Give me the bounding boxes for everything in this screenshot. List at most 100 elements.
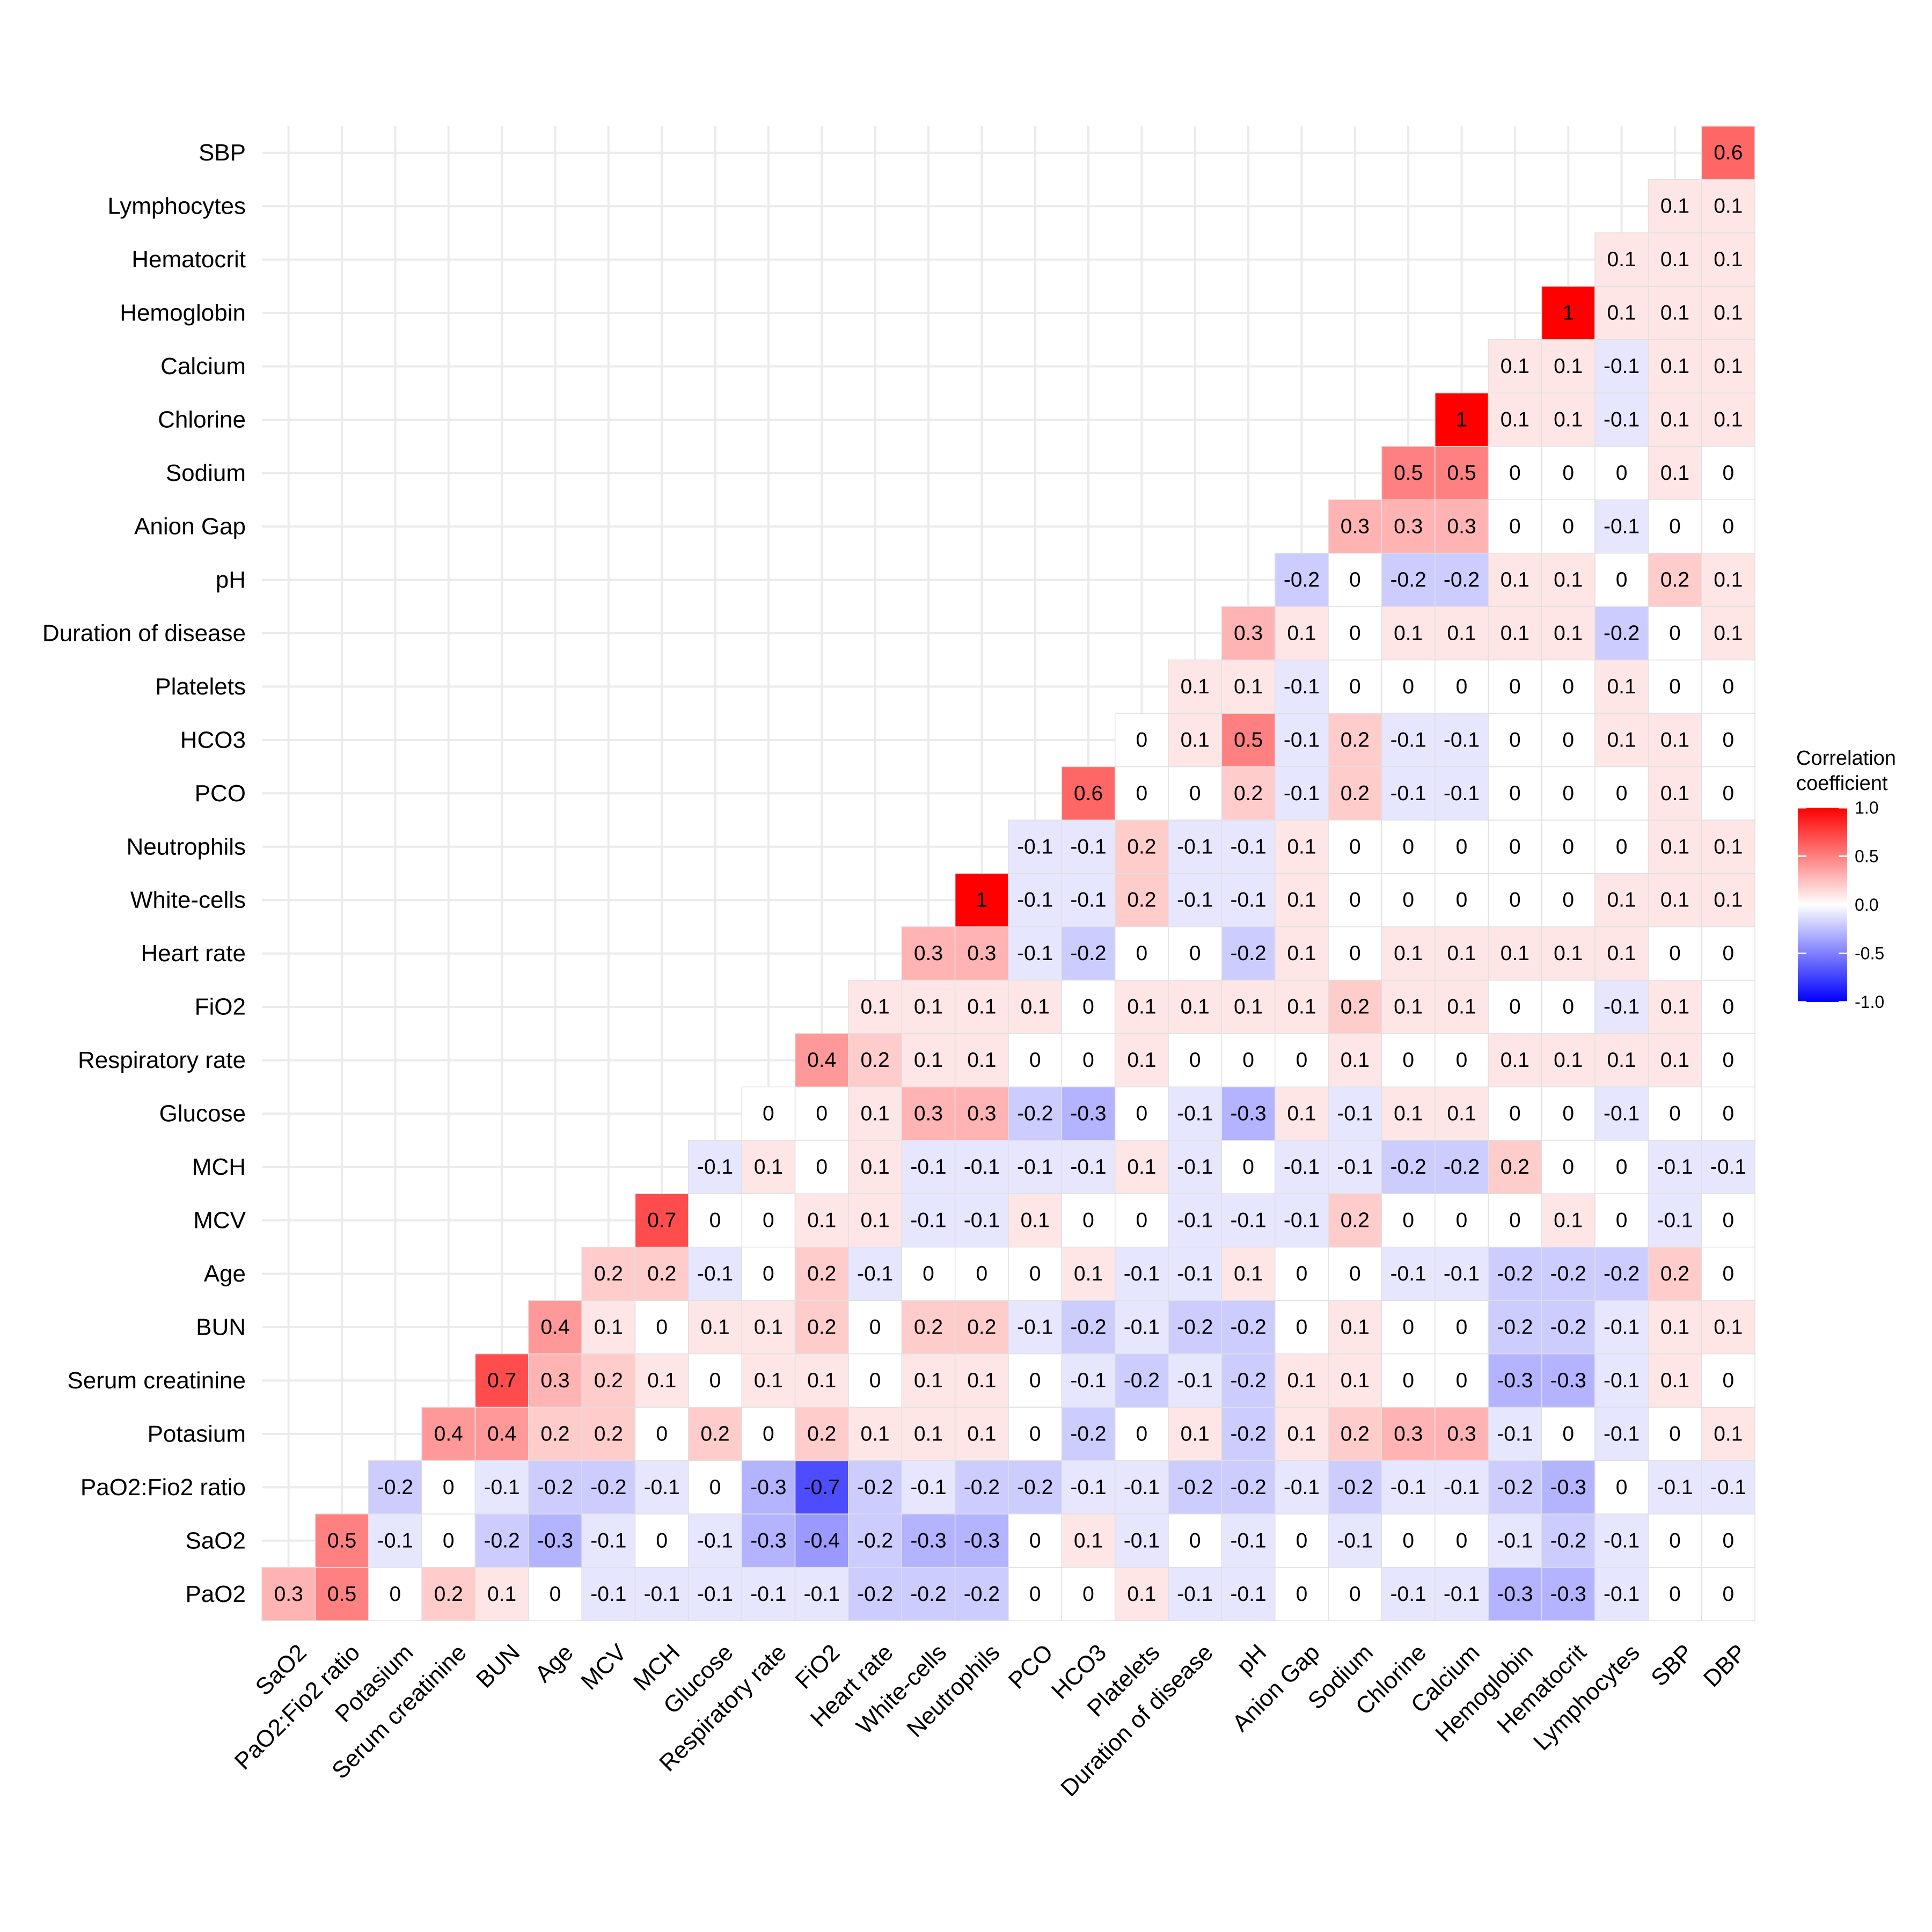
- y-tick-label: MCV: [193, 1208, 246, 1234]
- heatmap-cell: [901, 1407, 956, 1461]
- cell-value-label: -0.1: [1177, 1583, 1213, 1606]
- heatmap-cell: [1594, 1567, 1649, 1621]
- heatmap-cell: [1541, 1086, 1596, 1141]
- cell-value-label: -0.2: [1231, 942, 1267, 965]
- cell-value-label: -0.1: [857, 1262, 893, 1285]
- cell-value-label: -0.2: [484, 1529, 520, 1552]
- heatmap-cell: [1275, 819, 1329, 874]
- heatmap-cell: [1061, 1140, 1116, 1195]
- heatmap-cell: [1328, 766, 1382, 821]
- cell-value-label: -0.1: [1497, 1529, 1533, 1552]
- legend-tick-label: -1.0: [1855, 992, 1884, 1012]
- cell-value-label: 0.1: [700, 1315, 729, 1338]
- heatmap-cell: [954, 1353, 1009, 1408]
- cell-value-label: 0.1: [1127, 1155, 1156, 1179]
- cell-value-label: 0: [550, 1583, 561, 1606]
- cell-value-label: 0.2: [594, 1422, 623, 1445]
- cell-value-label: -0.1: [1177, 1102, 1213, 1125]
- cell-value-label: 0.1: [1714, 248, 1743, 271]
- y-tick-label: Anion Gap: [134, 513, 246, 539]
- cell-value-label: 0: [1029, 1583, 1041, 1606]
- cell-value-label: -0.2: [1550, 1262, 1586, 1285]
- cell-value-label: 0.1: [860, 1422, 889, 1445]
- cell-value-label: 0.1: [1341, 1315, 1370, 1338]
- heatmap-cell: [528, 1407, 582, 1461]
- cell-value-label: 0: [1349, 1262, 1361, 1285]
- heatmap-cell: [1275, 659, 1329, 714]
- heatmap-cell: [1541, 1140, 1596, 1195]
- heatmap-cell: [1541, 286, 1596, 340]
- cell-value-label: 0: [709, 1209, 721, 1232]
- heatmap-cell: [1435, 873, 1489, 927]
- y-tick-label: Hematocrit: [131, 246, 246, 273]
- cell-value-label: 0.5: [1447, 462, 1476, 485]
- heatmap-cell: [1701, 1353, 1755, 1408]
- cell-value-label: 0: [1082, 1583, 1094, 1606]
- legend-tick-label: -0.5: [1855, 944, 1884, 963]
- cell-value-label: 0.1: [1660, 408, 1689, 431]
- heatmap-cell: [1061, 1300, 1116, 1355]
- heatmap-cell: [1701, 1247, 1755, 1301]
- heatmap-cell: [848, 1140, 903, 1195]
- cell-value-label: 0: [1349, 942, 1361, 965]
- cell-value-label: 0.4: [807, 1049, 836, 1072]
- cell-value-label: 0.3: [1234, 621, 1263, 645]
- heatmap-cell: [1488, 659, 1542, 714]
- cell-value-label: 0: [1402, 889, 1414, 912]
- heatmap-cell: [1168, 659, 1223, 714]
- cell-value-label: -0.1: [697, 1583, 733, 1606]
- cell-value-label: 0: [1669, 1422, 1681, 1445]
- heatmap-cell: [954, 1033, 1009, 1088]
- heatmap-cell: [1328, 659, 1382, 714]
- cell-value-label: 0: [1722, 1583, 1734, 1606]
- y-tick-label: Platelets: [155, 674, 246, 700]
- heatmap-cell: [688, 1567, 742, 1621]
- cell-value-label: -0.4: [804, 1529, 840, 1552]
- cell-value-label: 0: [1562, 996, 1574, 1019]
- cell-value-label: 0: [1349, 1583, 1361, 1606]
- heatmap-cell: [1488, 1033, 1542, 1088]
- heatmap-cell: [1381, 499, 1436, 554]
- heatmap-cell: [1488, 499, 1542, 554]
- heatmap-cell: [1114, 713, 1169, 767]
- cell-value-label: 0: [1722, 996, 1734, 1019]
- cell-value-label: 0: [1402, 1529, 1414, 1552]
- cell-value-label: 0: [763, 1422, 774, 1445]
- y-tick-label: Calcium: [160, 353, 246, 379]
- heatmap-cell: [1488, 1300, 1542, 1355]
- y-tick-label: Hemoglobin: [120, 300, 246, 326]
- legend: Correlation coefficient 1.0 0.5 0.0 -0.5 -1.…: [1796, 747, 1896, 1012]
- heatmap-cell: [1435, 979, 1489, 1034]
- heatmap-cell: [1435, 713, 1489, 767]
- y-tick-label: FiO2: [195, 994, 246, 1020]
- heatmap-cell: [1381, 1460, 1436, 1514]
- heatmap-cell: [1594, 1407, 1649, 1461]
- y-tick-label: Chlorine: [158, 407, 246, 433]
- cell-value-label: 0: [1722, 782, 1734, 805]
- heatmap-cell: [1701, 659, 1755, 714]
- cell-value-label: 0: [1616, 782, 1628, 805]
- y-tick-label: Sodium: [166, 460, 246, 486]
- cell-value-label: 0.3: [1341, 515, 1370, 538]
- heatmap-cell: [954, 1300, 1009, 1355]
- cell-value-label: 0.1: [1607, 1049, 1636, 1072]
- cell-value-label: -0.1: [1017, 1315, 1053, 1338]
- cell-value-label: 0.1: [807, 1369, 836, 1392]
- heatmap-cell: [954, 1407, 1009, 1461]
- cell-value-label: 0: [1616, 1476, 1628, 1499]
- cell-value-label: 0: [1669, 1102, 1681, 1125]
- cell-value-label: 0.1: [1554, 1049, 1583, 1072]
- cell-value-label: 0.4: [487, 1422, 516, 1445]
- cell-value-label: 0.1: [1234, 675, 1263, 698]
- cell-value-label: -0.2: [1231, 1476, 1267, 1499]
- heatmap-cell: [1328, 819, 1382, 874]
- heatmap-cell: [474, 1513, 529, 1568]
- cell-value-label: 0: [1082, 1049, 1094, 1072]
- cell-value-label: 0.1: [1127, 1049, 1156, 1072]
- heatmap-cell: [1275, 1407, 1329, 1461]
- cell-value-label: -0.2: [1444, 1155, 1480, 1179]
- heatmap-cell: [1701, 1567, 1755, 1621]
- cell-value-label: 0.1: [860, 1155, 889, 1179]
- heatmap-cell: [1648, 1407, 1702, 1461]
- heatmap-cell: [1381, 1513, 1436, 1568]
